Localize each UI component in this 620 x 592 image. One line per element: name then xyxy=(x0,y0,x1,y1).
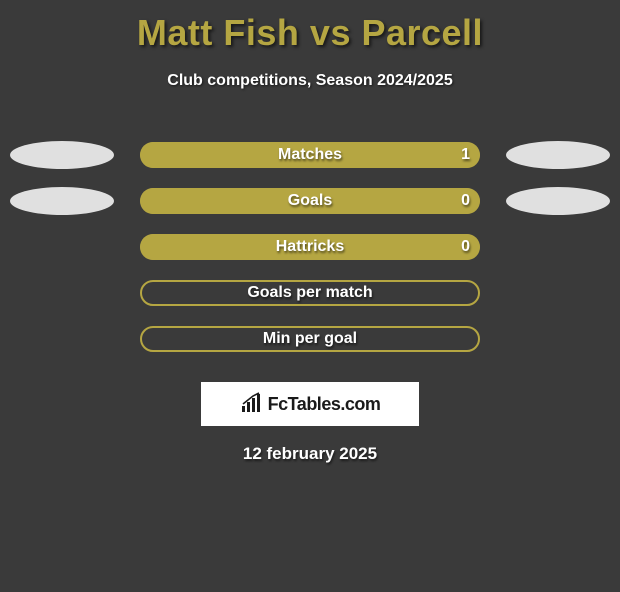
stat-bar: Hattricks 0 xyxy=(140,234,480,260)
right-ellipse-slot xyxy=(490,187,610,215)
comparison-row: Goals per match xyxy=(0,270,620,316)
stat-value-right: 1 xyxy=(461,146,470,164)
player-left-marker xyxy=(10,141,114,169)
stat-bar: Matches 1 xyxy=(140,142,480,168)
comparison-row: Matches 1 xyxy=(0,132,620,178)
right-ellipse-slot xyxy=(490,141,610,169)
left-ellipse-slot xyxy=(10,187,130,215)
stat-value-right: 0 xyxy=(461,192,470,210)
stat-label: Goals xyxy=(288,192,332,210)
player-right-marker xyxy=(506,141,610,169)
stat-value-right: 0 xyxy=(461,238,470,256)
logo-box: FcTables.com xyxy=(201,382,419,426)
stat-bar: Goals 0 xyxy=(140,188,480,214)
comparison-row: Min per goal xyxy=(0,316,620,362)
subtitle: Club competitions, Season 2024/2025 xyxy=(0,72,620,90)
stat-label: Goals per match xyxy=(247,284,372,302)
comparison-row: Goals 0 xyxy=(0,178,620,224)
comparison-row: Hattricks 0 xyxy=(0,224,620,270)
player-left-marker xyxy=(10,187,114,215)
player-right-marker xyxy=(506,187,610,215)
stat-label: Matches xyxy=(278,146,342,164)
bar-chart-icon xyxy=(240,392,264,416)
date-text: 12 february 2025 xyxy=(0,444,620,464)
logo-text: FcTables.com xyxy=(268,394,381,415)
comparison-rows: Matches 1 Goals 0 Hattricks 0 Goals per match M… xyxy=(0,132,620,362)
page-title: Matt Fish vs Parcell xyxy=(0,12,620,54)
bar-fill-left xyxy=(140,188,310,214)
stat-label: Hattricks xyxy=(276,238,344,256)
stat-bar: Min per goal xyxy=(140,326,480,352)
left-ellipse-slot xyxy=(10,141,130,169)
stat-label: Min per goal xyxy=(263,330,357,348)
stat-bar: Goals per match xyxy=(140,280,480,306)
bar-fill-right xyxy=(310,188,480,214)
